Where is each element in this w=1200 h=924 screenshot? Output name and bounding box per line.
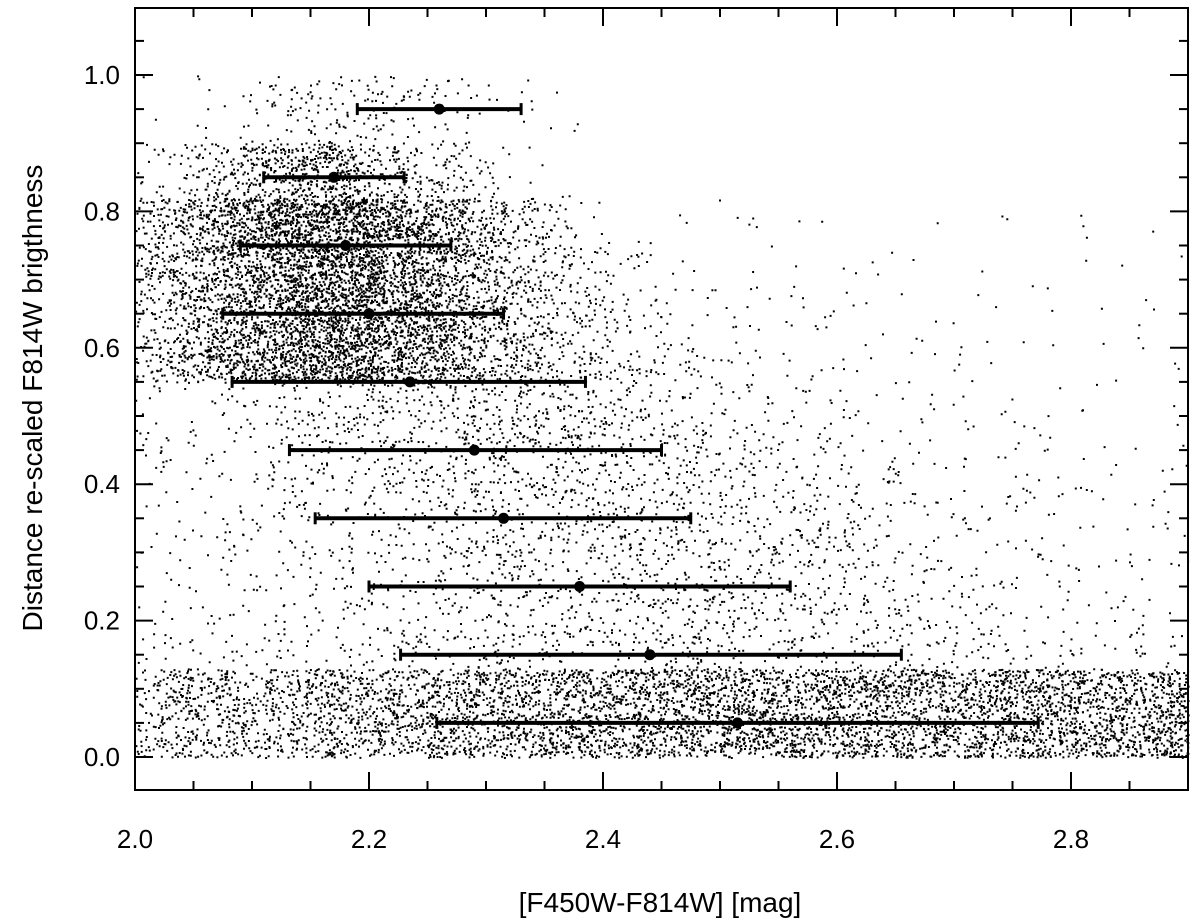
error-bar: [355, 103, 523, 116]
error-bar: [262, 171, 406, 184]
y-tick-label: 0.8: [84, 196, 120, 226]
y-tick-label: 0.6: [84, 333, 120, 363]
error-bar: [230, 375, 587, 388]
tick-labels: 2.0 2.2 2.4 2.6 2.8 0.0 0.2 0.4 0.6 0.8 1.0: [84, 60, 1089, 854]
error-bar: [221, 307, 506, 320]
y-tick-label: 0.2: [84, 606, 120, 636]
mean-marker: [732, 717, 744, 729]
x-tick-label: 2.8: [1053, 824, 1089, 854]
mean-marker: [574, 581, 586, 592]
y-tick-label: 0.0: [84, 742, 120, 772]
error-bar: [367, 580, 792, 593]
mean-marker: [498, 512, 510, 524]
error-bar: [287, 444, 663, 457]
mean-marker: [433, 103, 445, 115]
mean-marker: [363, 308, 375, 320]
error-bar: [435, 716, 1040, 729]
y-axis-title: Distance re-scaled F814W brigthness: [17, 165, 48, 632]
mean-marker: [468, 444, 480, 456]
binned-error-bars: [221, 103, 1040, 729]
x-tick-label: 2.4: [585, 824, 621, 854]
plot-frame: [134, 7, 1189, 791]
x-tick-label: 2.6: [819, 824, 855, 854]
y-tick-label: 0.4: [84, 469, 120, 499]
mean-marker: [340, 240, 352, 251]
error-bar: [238, 239, 453, 252]
error-bar: [399, 648, 903, 661]
y-tick-label: 1.0: [84, 60, 120, 90]
axes: [134, 7, 1189, 791]
x-tick-label: 2.2: [351, 824, 387, 854]
x-axis-title: [F450W-F814W] [mag]: [519, 887, 802, 918]
mean-marker: [328, 171, 340, 183]
mean-marker: [404, 376, 416, 388]
mean-marker: [644, 649, 656, 661]
x-tick-label: 2.0: [117, 824, 153, 854]
error-bar: [313, 512, 693, 525]
